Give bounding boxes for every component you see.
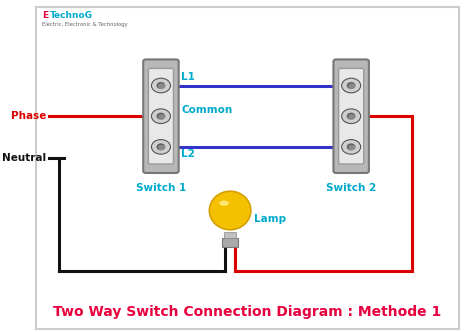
Circle shape xyxy=(151,78,171,93)
Circle shape xyxy=(342,78,361,93)
FancyBboxPatch shape xyxy=(148,68,173,164)
Circle shape xyxy=(157,113,165,119)
Text: Common: Common xyxy=(181,105,233,115)
Ellipse shape xyxy=(210,191,251,230)
Text: Switch 1: Switch 1 xyxy=(136,183,186,193)
FancyBboxPatch shape xyxy=(338,68,364,164)
Text: L2: L2 xyxy=(181,148,195,159)
Text: Two Way Switch Connection Diagram : Methode 1: Two Way Switch Connection Diagram : Meth… xyxy=(53,305,442,319)
Text: Switch 2: Switch 2 xyxy=(326,183,376,193)
Circle shape xyxy=(342,139,361,154)
Circle shape xyxy=(151,109,171,124)
Circle shape xyxy=(151,139,171,154)
Text: Lamp: Lamp xyxy=(254,214,286,224)
Circle shape xyxy=(347,113,355,119)
Text: Neutral: Neutral xyxy=(2,153,46,163)
FancyBboxPatch shape xyxy=(36,7,459,329)
Circle shape xyxy=(342,109,361,124)
FancyBboxPatch shape xyxy=(222,238,238,247)
Text: Phase: Phase xyxy=(11,111,46,121)
Circle shape xyxy=(157,83,165,89)
Text: E: E xyxy=(42,11,48,20)
FancyBboxPatch shape xyxy=(143,59,179,173)
Circle shape xyxy=(347,83,355,89)
Text: L1: L1 xyxy=(181,72,195,82)
Ellipse shape xyxy=(219,201,229,206)
FancyBboxPatch shape xyxy=(333,59,369,173)
Circle shape xyxy=(347,144,355,150)
FancyBboxPatch shape xyxy=(225,232,236,238)
Circle shape xyxy=(157,144,165,150)
Text: Electric, Electronic & Technology: Electric, Electronic & Technology xyxy=(42,22,128,27)
Text: TechnoG: TechnoG xyxy=(49,11,92,20)
